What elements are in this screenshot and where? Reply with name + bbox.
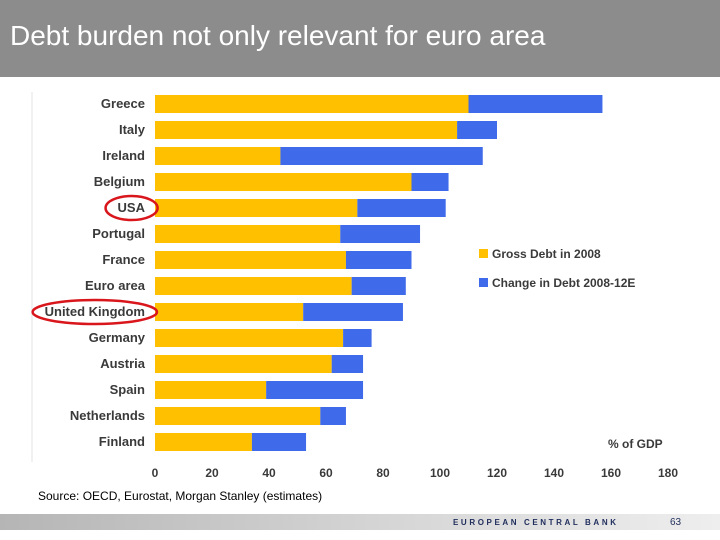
bar-greece-series-2 — [468, 95, 603, 113]
x-tick-label: 180 — [658, 466, 678, 480]
footer-brand: EUROPEAN CENTRAL BANK — [453, 518, 619, 527]
x-tick-label: 20 — [205, 466, 219, 480]
legend-label-1: Gross Debt in 2008 — [492, 247, 601, 261]
bar-germany-series-1 — [155, 329, 344, 347]
bar-italy-series-2 — [457, 121, 497, 139]
bar-germany-series-2 — [343, 329, 372, 347]
bar-euro-area-series-1 — [155, 277, 352, 295]
category-label-germany: Germany — [89, 330, 146, 345]
category-label-greece: Greece — [101, 96, 145, 111]
bar-finland-series-2 — [251, 433, 307, 451]
bar-spain-series-2 — [266, 381, 364, 399]
footer-bar — [0, 514, 720, 530]
bar-france-series-2 — [345, 251, 412, 269]
category-label-euro-area: Euro area — [85, 278, 146, 293]
title-bar: Debt burden not only relevant for euro a… — [0, 0, 720, 77]
bar-belgium-series-2 — [411, 173, 449, 191]
bar-usa-series-1 — [155, 199, 358, 217]
x-tick-label: 0 — [152, 466, 159, 480]
highlight-ellipse — [31, 298, 159, 326]
category-label-usa: USA — [118, 200, 146, 215]
category-label-finland: Finland — [99, 434, 145, 449]
bar-austria-series-2 — [331, 355, 364, 373]
bar-greece-series-1 — [155, 95, 469, 113]
x-tick-label: 160 — [601, 466, 621, 480]
bar-netherlands-series-2 — [320, 407, 346, 425]
bar-portugal-series-1 — [155, 225, 341, 243]
stacked-bar-chart: Greece Italy Ireland Belgium USA Portugal Fran… — [31, 92, 678, 480]
source-note: Source: OECD, Eurostat, Morgan Stanley (… — [38, 489, 323, 503]
bar-belgium-series-1 — [155, 173, 412, 191]
bar-italy-series-1 — [155, 121, 458, 139]
legend-swatch-2 — [479, 278, 488, 287]
slide-title: Debt burden not only relevant for euro a… — [10, 20, 546, 51]
bar-finland-series-1 — [155, 433, 252, 451]
legend-label-2: Change in Debt 2008-12E — [492, 276, 635, 290]
bar-ireland-series-1 — [155, 147, 281, 165]
legend-swatch-1 — [479, 249, 488, 258]
bar-united-kingdom-series-2 — [303, 303, 403, 321]
bar-portugal-series-2 — [340, 225, 421, 243]
bar-usa-series-2 — [357, 199, 446, 217]
highlight-ellipse — [104, 194, 159, 222]
x-tick-label: 60 — [319, 466, 333, 480]
bar-ireland-series-2 — [280, 147, 483, 165]
category-label-france: France — [102, 252, 145, 267]
bar-netherlands-series-1 — [155, 407, 321, 425]
bar-france-series-1 — [155, 251, 346, 269]
x-tick-label: 80 — [376, 466, 390, 480]
category-label-ireland: Ireland — [102, 148, 145, 163]
category-label-spain: Spain — [110, 382, 145, 397]
bar-austria-series-1 — [155, 355, 332, 373]
category-label-netherlands: Netherlands — [70, 408, 145, 423]
bar-united-kingdom-series-1 — [155, 303, 304, 321]
x-tick-label: 40 — [262, 466, 276, 480]
category-label-austria: Austria — [100, 356, 146, 371]
category-label-italy: Italy — [119, 122, 146, 137]
bar-spain-series-1 — [155, 381, 267, 399]
category-label-united-kingdom: United Kingdom — [45, 304, 145, 319]
bar-euro-area-series-2 — [351, 277, 406, 295]
unit-label: % of GDP — [608, 437, 663, 451]
page-number: 63 — [670, 517, 682, 528]
x-tick-label: 140 — [544, 466, 564, 480]
category-label-portugal: Portugal — [92, 226, 145, 241]
x-tick-label: 100 — [430, 466, 450, 480]
x-tick-label: 120 — [487, 466, 507, 480]
category-label-belgium: Belgium — [94, 174, 145, 189]
